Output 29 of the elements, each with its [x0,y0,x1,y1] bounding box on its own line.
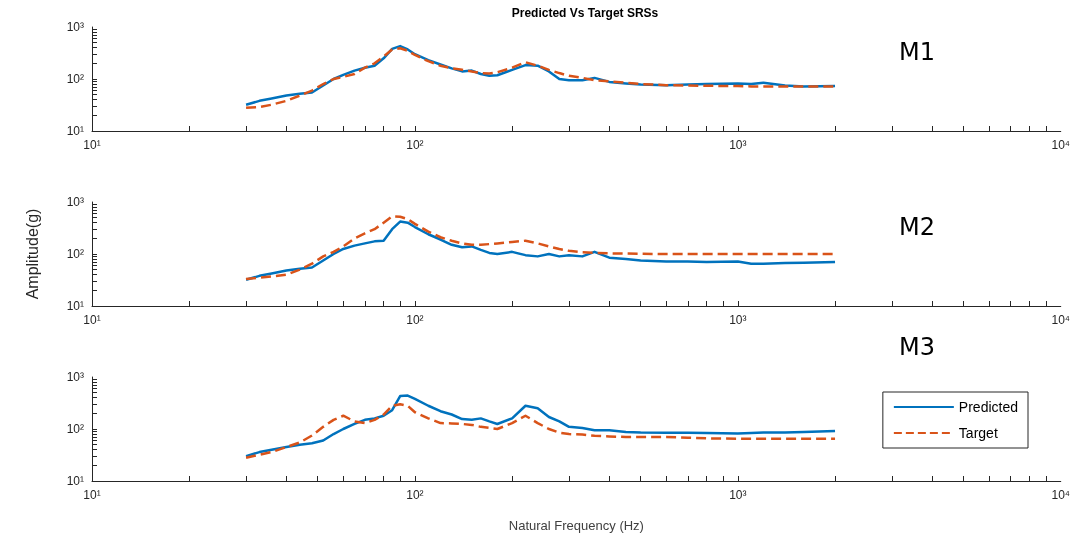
x-axis-title: Natural Frequency (Hz) [508,518,644,533]
y-tick-label: 10³ [66,370,84,384]
x-tick-label: 10² [406,138,424,152]
x-tick-label: 10³ [729,313,747,327]
x-tick-label: 10³ [729,138,747,152]
y-tick-label: 10² [66,422,84,436]
x-tick-label: 10¹ [83,488,101,502]
x-tick-label: 10⁴ [1051,138,1071,152]
x-tick-label: 10² [406,313,424,327]
annotation: M2 [899,213,936,241]
legend-label: Target [958,425,998,441]
x-tick-label: 10⁴ [1051,313,1071,327]
annotation: M1 [899,38,936,66]
x-tick-label: 10¹ [83,138,101,152]
y-axis-title: Amplitude(g) [23,208,41,300]
y-tick-label: 10³ [66,195,84,209]
y-tick-label: 10¹ [66,299,84,313]
x-tick-label: 10¹ [83,313,101,327]
x-tick-label: 10² [406,488,424,502]
y-tick-label: 10² [66,72,84,86]
y-tick-label: 10¹ [66,474,84,488]
y-tick-label: 10¹ [66,124,84,138]
x-tick-label: 10⁴ [1051,488,1071,502]
legend-label: Predicted [958,399,1019,415]
y-tick-label: 10³ [66,20,84,34]
y-tick-label: 10² [66,247,84,261]
x-tick-label: 10³ [729,488,747,502]
chart-title: Predicted Vs Target SRSs [511,6,659,20]
text: M3 [899,333,936,361]
